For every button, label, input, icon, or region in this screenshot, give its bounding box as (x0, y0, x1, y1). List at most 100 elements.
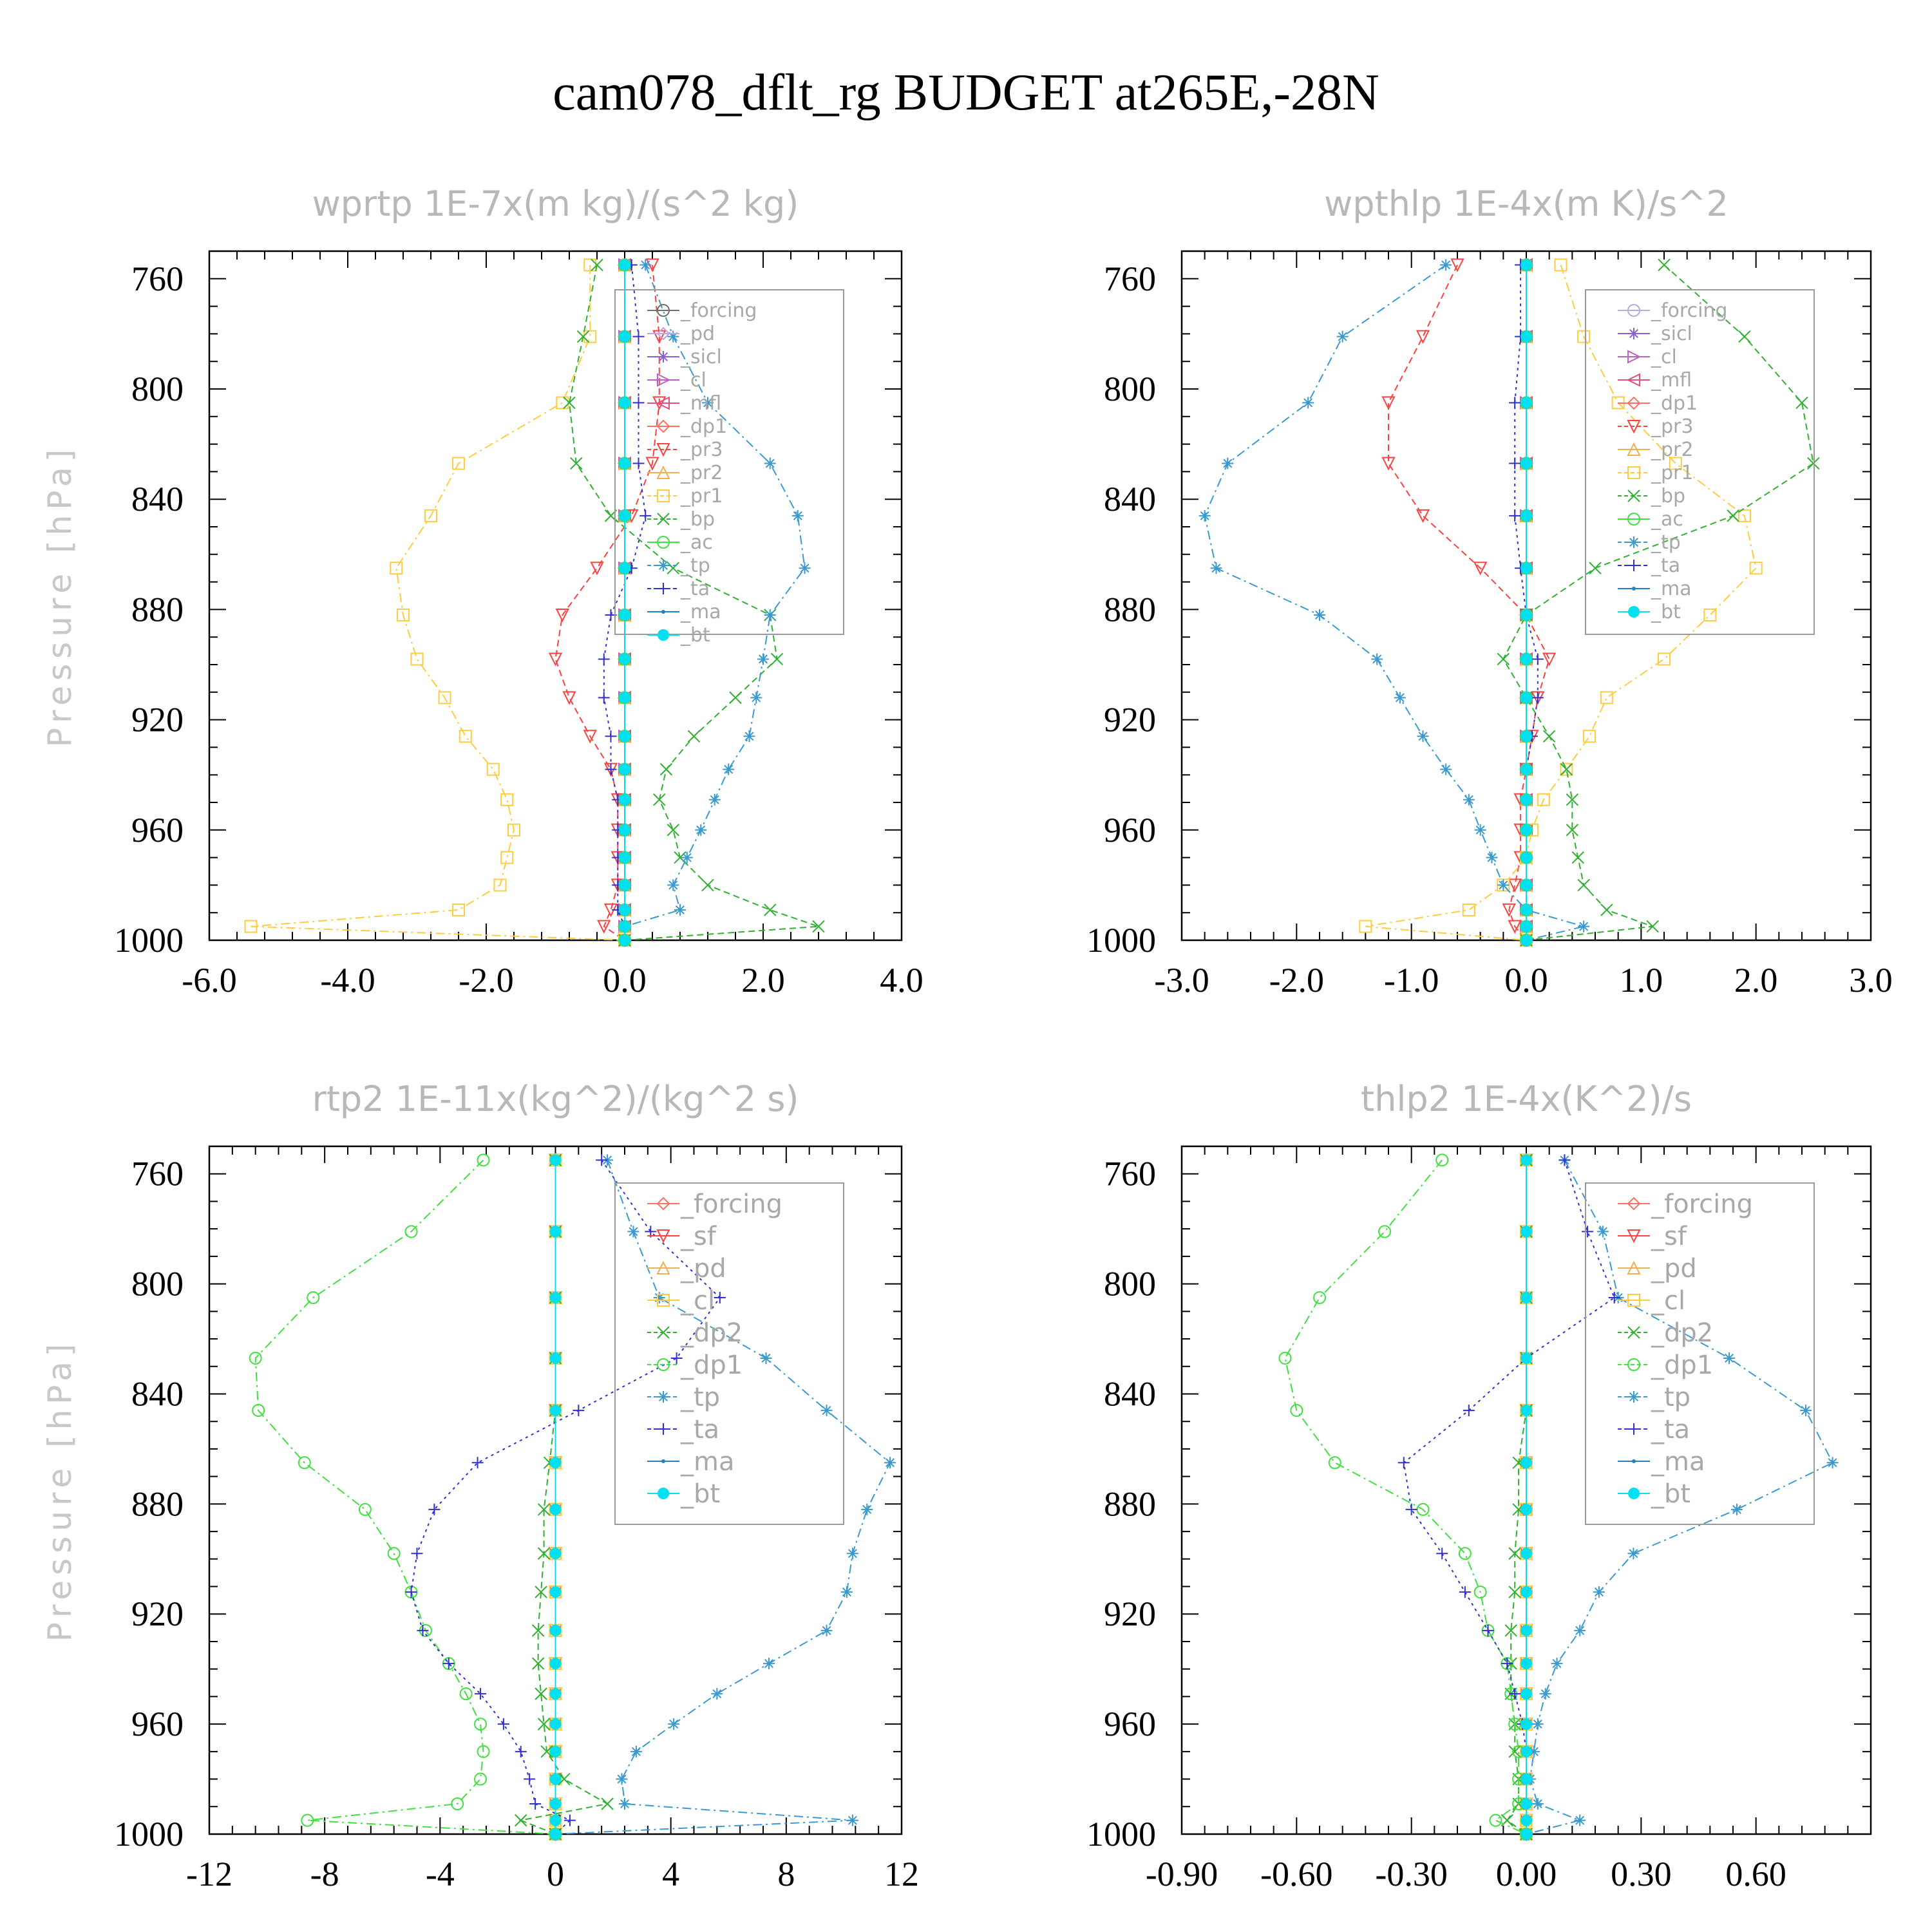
data-point (1509, 509, 1521, 522)
legend-label: _bt (1651, 601, 1681, 623)
data-point (474, 1718, 488, 1731)
legend-marker (1628, 1391, 1640, 1403)
data-point (424, 509, 437, 522)
legend-label: _pr3 (680, 439, 723, 461)
legend-label: _ma (680, 601, 721, 623)
legend-entry: _dp2 (647, 1318, 743, 1348)
data-point (549, 1457, 562, 1469)
legend-marker (1627, 304, 1640, 317)
x-tick-label: 0.60 (1725, 1855, 1786, 1893)
legend-marker (1627, 442, 1641, 456)
data-point (549, 1154, 562, 1166)
data-point (597, 920, 611, 934)
legend-marker (658, 629, 669, 641)
data-point (1520, 1773, 1532, 1785)
data-point (1520, 1457, 1532, 1469)
series-line (251, 265, 625, 941)
legend-entry: _cl (1618, 346, 1677, 368)
data-point (619, 457, 630, 469)
legend-entry: _dp1 (1618, 392, 1698, 415)
data-point (549, 1503, 562, 1515)
data-point (605, 730, 617, 743)
data-point (1486, 851, 1498, 864)
data-point (1416, 330, 1430, 344)
legend-marker (656, 396, 670, 410)
data-point (1328, 1456, 1341, 1470)
data-point (524, 1773, 536, 1785)
x-tick-label: 4 (662, 1855, 679, 1893)
data-point (301, 1814, 314, 1827)
data-point (1574, 1624, 1586, 1636)
data-point (549, 1658, 562, 1670)
data-point (555, 608, 569, 623)
y-tick-label: 960 (1104, 811, 1156, 849)
data-point (616, 1773, 628, 1785)
x-tick-label: -1.0 (1384, 961, 1439, 999)
data-point (1578, 920, 1590, 933)
data-point (1727, 509, 1739, 522)
legend-marker (657, 373, 671, 387)
data-point (653, 793, 666, 806)
y-tick-label: 880 (131, 1484, 184, 1523)
data-point (477, 1745, 490, 1758)
legend-label: _cl (680, 1286, 715, 1316)
data-point (723, 763, 735, 775)
y-tick-label: 960 (131, 1705, 184, 1743)
legend-label: _ta (680, 578, 710, 600)
y-tick-label: 760 (131, 1155, 184, 1193)
data-point (387, 1547, 401, 1560)
legend-entry: _dp1 (647, 415, 727, 438)
legend-entry: _cl (1618, 1286, 1685, 1316)
data-point (674, 904, 686, 916)
legend-marker (661, 610, 665, 614)
legend-label: _sf (1651, 1222, 1687, 1251)
data-point (1795, 396, 1808, 410)
y-tick-label: 760 (1104, 1155, 1156, 1193)
x-tick-label: -4.0 (320, 961, 375, 999)
data-point (549, 1773, 562, 1785)
legend-marker (1627, 1294, 1640, 1307)
data-point (1583, 730, 1596, 743)
data-point (1497, 879, 1510, 891)
data-point (249, 1351, 262, 1365)
legend-label: _bt (680, 624, 710, 647)
data-point (1542, 730, 1556, 743)
data-point (1528, 1745, 1540, 1757)
legend-label: _pd (680, 1254, 726, 1283)
data-point (1520, 1828, 1532, 1840)
data-point (475, 1688, 487, 1700)
data-point (1520, 793, 1532, 806)
data-point (1520, 1718, 1532, 1730)
data-point (1571, 851, 1584, 864)
data-point (632, 457, 645, 469)
data-point (1440, 763, 1452, 775)
data-point (820, 1405, 833, 1417)
data-point (1290, 1404, 1303, 1417)
series-line (1506, 1160, 1527, 1835)
legend-label: _cl (1651, 1286, 1685, 1316)
legend-label: _ma (1651, 578, 1692, 600)
data-point (549, 1352, 562, 1364)
data-point (1520, 653, 1532, 665)
series-bt (1520, 259, 1532, 946)
legend-frame (614, 1182, 844, 1525)
legend-frame (1585, 289, 1815, 635)
legend-entry: _pd (647, 1254, 726, 1283)
data-point (244, 920, 258, 933)
legend: _forcing_sicl_cl_mfl_dp1_pr3_pr2_pr1_bp_… (1585, 289, 1815, 635)
data-point (1509, 1688, 1521, 1700)
legend-label: _ta (680, 1415, 719, 1444)
data-point (619, 879, 630, 891)
series-pr3 (1381, 258, 1557, 948)
data-point (1222, 457, 1234, 469)
data-point (1537, 793, 1550, 806)
data-point (1381, 396, 1396, 410)
data-point (1520, 1624, 1532, 1636)
x-tick-label: 4.0 (880, 961, 923, 999)
data-point (1520, 1226, 1532, 1238)
data-point (1458, 1547, 1472, 1560)
legend-label: _ta (1651, 554, 1680, 577)
y-tick-label: 840 (1104, 1374, 1156, 1413)
x-tick-label: 1.0 (1620, 961, 1663, 999)
legend-marker (1632, 587, 1636, 591)
